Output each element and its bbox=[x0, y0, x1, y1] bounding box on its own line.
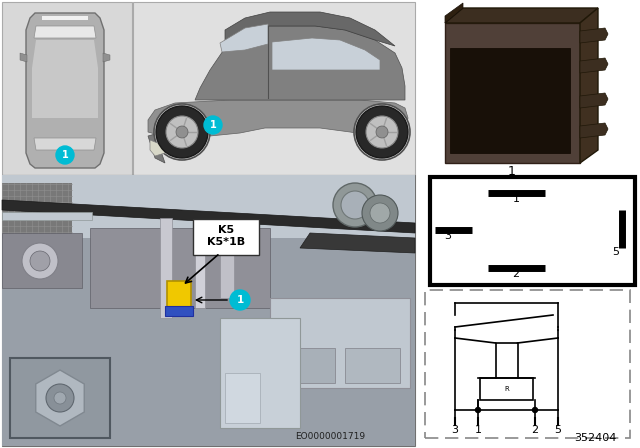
Circle shape bbox=[204, 116, 222, 134]
Circle shape bbox=[532, 408, 538, 413]
Polygon shape bbox=[148, 100, 408, 138]
Bar bbox=[2, 212, 92, 220]
Bar bbox=[133, 2, 415, 175]
FancyBboxPatch shape bbox=[165, 306, 193, 316]
Text: K5*1B: K5*1B bbox=[207, 237, 245, 247]
Text: R: R bbox=[504, 386, 509, 392]
Circle shape bbox=[356, 106, 408, 158]
Bar bbox=[2, 238, 415, 446]
Polygon shape bbox=[34, 26, 96, 38]
Polygon shape bbox=[272, 38, 380, 70]
Polygon shape bbox=[225, 12, 395, 46]
Bar bbox=[225, 373, 260, 423]
Bar bbox=[2, 175, 415, 238]
Polygon shape bbox=[150, 140, 165, 156]
Bar bbox=[425, 290, 630, 438]
Bar bbox=[2, 2, 132, 175]
Polygon shape bbox=[148, 134, 165, 163]
Polygon shape bbox=[580, 28, 608, 43]
Circle shape bbox=[341, 191, 369, 219]
Circle shape bbox=[154, 104, 210, 160]
Polygon shape bbox=[220, 24, 268, 52]
Text: 352404: 352404 bbox=[574, 433, 616, 443]
Bar bbox=[345, 348, 400, 383]
Text: 1: 1 bbox=[61, 150, 68, 160]
Circle shape bbox=[333, 183, 377, 227]
Text: 1: 1 bbox=[513, 194, 520, 204]
Text: 1: 1 bbox=[474, 425, 481, 435]
Bar bbox=[220, 228, 234, 298]
Polygon shape bbox=[580, 58, 608, 73]
Circle shape bbox=[22, 243, 58, 279]
Bar bbox=[2, 183, 72, 238]
Text: 3: 3 bbox=[445, 231, 451, 241]
Text: 3: 3 bbox=[451, 425, 458, 435]
Polygon shape bbox=[26, 13, 104, 168]
Text: 5: 5 bbox=[554, 425, 561, 435]
Polygon shape bbox=[2, 200, 415, 233]
Polygon shape bbox=[300, 233, 415, 253]
Text: K5: K5 bbox=[218, 225, 234, 235]
Bar bbox=[160, 218, 172, 318]
Circle shape bbox=[156, 106, 208, 158]
Bar bbox=[450, 48, 570, 153]
Bar bbox=[10, 358, 110, 438]
Circle shape bbox=[370, 203, 390, 223]
Text: 1: 1 bbox=[236, 295, 244, 305]
Circle shape bbox=[176, 126, 188, 138]
Circle shape bbox=[30, 251, 50, 271]
Bar bbox=[2, 233, 82, 288]
Text: 2: 2 bbox=[513, 269, 520, 279]
Text: 2: 2 bbox=[531, 425, 539, 435]
Bar bbox=[420, 2, 638, 175]
Polygon shape bbox=[445, 23, 580, 163]
Circle shape bbox=[46, 384, 74, 412]
Text: 1: 1 bbox=[210, 120, 216, 130]
Circle shape bbox=[366, 116, 398, 148]
Polygon shape bbox=[20, 53, 27, 62]
Bar bbox=[2, 175, 415, 446]
Polygon shape bbox=[36, 370, 84, 426]
Bar bbox=[430, 177, 635, 285]
Polygon shape bbox=[580, 93, 608, 108]
Bar bbox=[220, 318, 300, 428]
Bar bbox=[90, 228, 270, 308]
Bar bbox=[280, 348, 335, 383]
Bar bbox=[480, 378, 533, 400]
Bar bbox=[195, 228, 205, 308]
Circle shape bbox=[476, 408, 481, 413]
Polygon shape bbox=[195, 26, 405, 100]
Polygon shape bbox=[34, 138, 96, 150]
Circle shape bbox=[362, 195, 398, 231]
FancyBboxPatch shape bbox=[167, 281, 191, 311]
Polygon shape bbox=[103, 53, 110, 62]
Polygon shape bbox=[42, 16, 88, 20]
Circle shape bbox=[354, 104, 410, 160]
Circle shape bbox=[376, 126, 388, 138]
Circle shape bbox=[56, 146, 74, 164]
Text: 1: 1 bbox=[508, 164, 516, 177]
Polygon shape bbox=[580, 8, 598, 163]
Bar bbox=[495, 343, 518, 378]
Polygon shape bbox=[580, 123, 608, 138]
Bar bbox=[270, 298, 410, 388]
Text: EO0000001719: EO0000001719 bbox=[295, 431, 365, 440]
Polygon shape bbox=[445, 8, 598, 23]
Text: 5: 5 bbox=[612, 247, 620, 257]
Polygon shape bbox=[445, 3, 463, 23]
FancyBboxPatch shape bbox=[193, 219, 259, 255]
Circle shape bbox=[54, 392, 66, 404]
Polygon shape bbox=[32, 40, 98, 118]
Circle shape bbox=[166, 116, 198, 148]
Circle shape bbox=[230, 290, 250, 310]
